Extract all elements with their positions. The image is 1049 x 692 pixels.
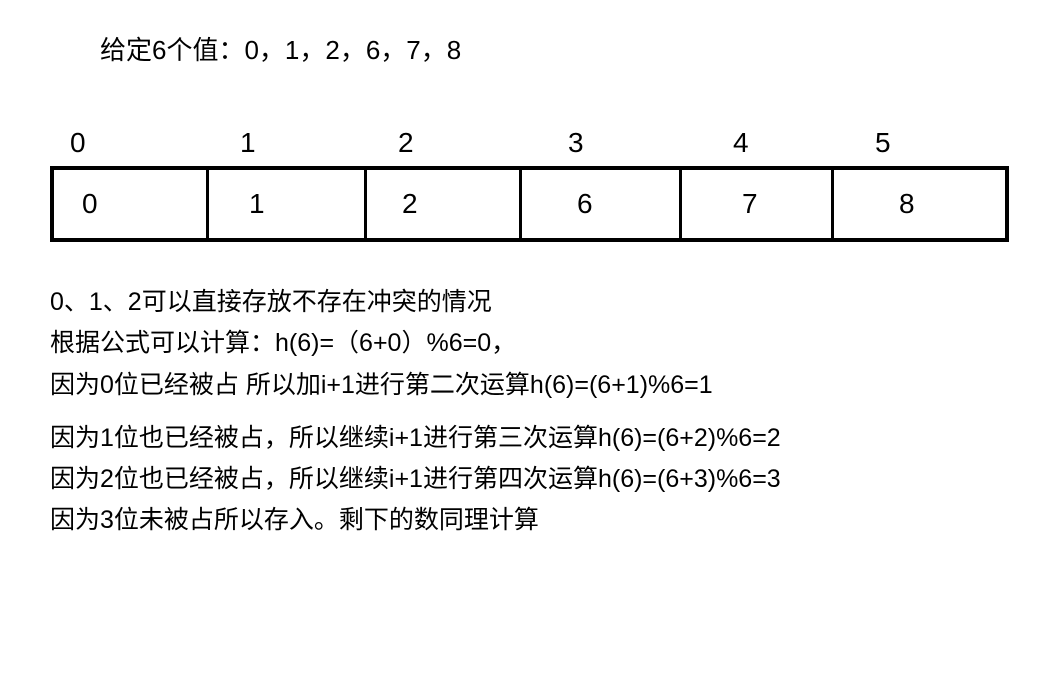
hash-cell: 8 [834,170,974,238]
index-label: 4 [678,127,830,161]
hash-cell: 6 [522,170,682,238]
explanation-line: 因为3位未被占所以存入。剩下的数同理计算 [50,500,1009,541]
index-row: 012345 [50,127,1009,161]
index-label: 1 [205,127,363,161]
explanation-block: 0、1、2可以直接存放不存在冲突的情况根据公式可以计算：h(6)=（6+0）%6… [50,282,1009,542]
explanation-line: 因为2位也已经被占，所以继续i+1进行第四次运算h(6)=(6+3)%6=3 [50,459,1009,500]
hash-cell: 7 [682,170,834,238]
index-label: 0 [50,127,205,161]
hash-cell: 0 [54,170,209,238]
hash-table: 012678 [50,166,1009,242]
hash-cell: 2 [367,170,522,238]
index-label: 2 [363,127,518,161]
explanation-line: 根据公式可以计算：h(6)=（6+0）%6=0， [50,323,1009,364]
explanation-line: 因为0位已经被占 所以加i+1进行第二次运算h(6)=(6+1)%6=1 [50,365,1009,406]
hash-table-container: 012345 012678 [50,127,1009,242]
page-title: 给定6个值：0，1，2，6，7，8 [100,30,1009,67]
explanation-line: 因为1位也已经被占，所以继续i+1进行第三次运算h(6)=(6+2)%6=2 [50,418,1009,459]
index-label: 3 [518,127,678,161]
index-label: 5 [830,127,970,161]
hash-cell: 1 [209,170,367,238]
explanation-line: 0、1、2可以直接存放不存在冲突的情况 [50,282,1009,323]
